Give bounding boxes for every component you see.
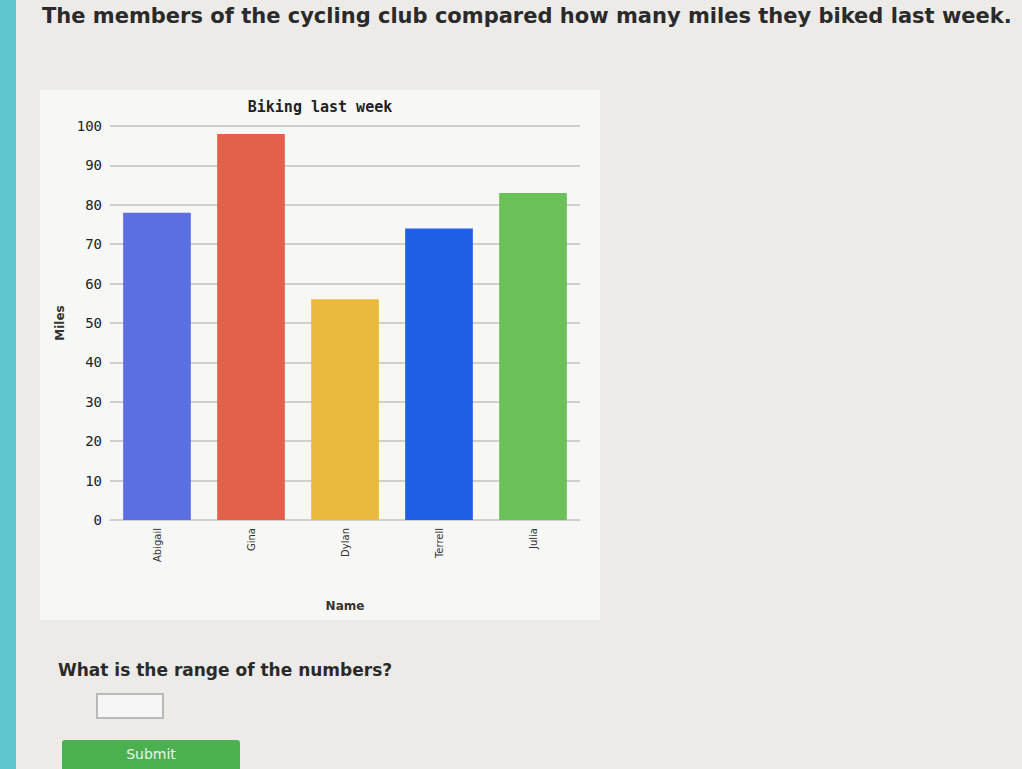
svg-text:Julia: Julia [528,528,539,550]
svg-text:0: 0 [94,512,102,528]
svg-text:Name: Name [326,599,365,613]
svg-text:Miles: Miles [53,305,67,340]
svg-text:60: 60 [85,276,102,292]
svg-text:100: 100 [77,118,102,134]
svg-text:70: 70 [85,236,102,252]
svg-text:Biking last week: Biking last week [248,98,393,116]
html-text:What is the range of the numbe: What is the range of the numbers? [58,660,393,680]
html-text:The members of the cycling clu: The members of the cycling club compared… [42,4,1012,28]
svg-text:10: 10 [85,473,102,489]
svg-text:50: 50 [85,315,102,331]
svg-text:20: 20 [85,433,102,449]
svg-text:Dylan: Dylan [340,528,351,557]
svg-text:40: 40 [85,354,102,370]
svg-text:Gina: Gina [246,528,257,551]
svg-text:30: 30 [85,394,102,410]
svg-text:Abigail: Abigail [152,528,163,562]
svg-text:Terrell: Terrell [434,528,445,559]
svg-text:90: 90 [85,157,102,173]
svg-text:80: 80 [85,197,102,213]
html-text:Submit: Submit [126,746,176,762]
